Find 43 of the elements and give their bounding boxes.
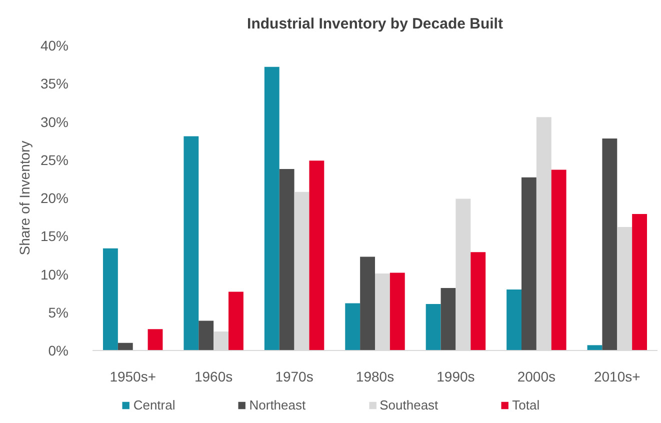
bar <box>587 345 602 350</box>
bar <box>264 66 280 350</box>
x-tick-label: 1960s <box>194 368 233 384</box>
legend-label: Total <box>512 398 540 412</box>
x-tick-label: 1980s <box>356 368 394 384</box>
x-tick-label: 1950s+ <box>110 368 156 384</box>
y-tick-label: 10% <box>40 266 69 282</box>
x-tick-label: 2010s+ <box>594 368 640 384</box>
x-tick-label: 1990s <box>436 368 475 384</box>
bar <box>440 288 456 350</box>
y-tick-label: 30% <box>40 114 69 130</box>
bar <box>470 252 486 350</box>
bar <box>426 304 441 350</box>
bar <box>551 170 566 350</box>
y-tick-label: 5% <box>48 304 68 320</box>
bar <box>309 160 324 350</box>
legend-label: Central <box>133 398 176 412</box>
y-tick-label: 25% <box>40 152 69 168</box>
y-tick-label: 15% <box>40 228 69 244</box>
x-tick-label: 1970s <box>275 368 314 384</box>
y-axis-title: Share of Inventory <box>16 140 32 256</box>
bar <box>345 303 360 350</box>
y-tick-label: 40% <box>40 38 69 54</box>
bar <box>360 256 375 350</box>
y-tick-label: 20% <box>40 190 69 206</box>
bar <box>148 329 163 350</box>
bar <box>279 169 294 350</box>
x-tick-label: 2000s <box>517 368 556 384</box>
legend-label: Southeast <box>380 398 438 412</box>
bar <box>390 272 405 350</box>
chart-title: Industrial Inventory by Decade Built <box>247 16 503 32</box>
bar <box>102 248 118 350</box>
y-tick-label: 35% <box>40 76 69 92</box>
bar <box>506 290 522 350</box>
legend-label: Northeast <box>249 398 306 412</box>
bar <box>602 138 618 350</box>
bar <box>228 292 244 350</box>
bar <box>198 320 214 350</box>
bar <box>521 177 536 350</box>
y-tick-label: 0% <box>48 342 68 358</box>
bar <box>118 342 133 350</box>
bar <box>632 214 648 350</box>
bar <box>184 136 199 350</box>
